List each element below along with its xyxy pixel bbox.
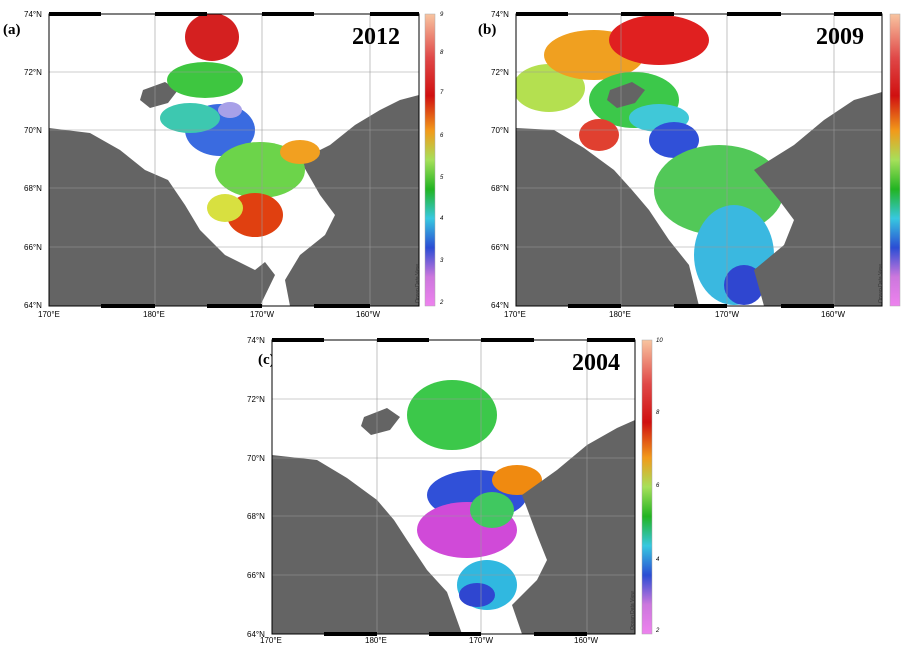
lat-tick: 70°N xyxy=(24,126,42,135)
lon-tick: 160°W xyxy=(821,310,846,319)
year-label: 2004 xyxy=(572,350,620,376)
cbar-tick: 3 xyxy=(440,258,444,264)
cbar-tick: 2 xyxy=(656,628,660,634)
lat-tick: 72°N xyxy=(247,395,265,404)
field-cyan xyxy=(160,103,220,133)
cbar-tick: 10 xyxy=(656,338,663,344)
panel-a: (a) xyxy=(0,0,450,322)
lon-tick: 170°W xyxy=(250,310,275,319)
land-siberia xyxy=(49,128,275,306)
map-b xyxy=(515,12,901,308)
lon-tick: 170°E xyxy=(260,636,282,645)
field-blue2 xyxy=(724,265,764,305)
year-label: 2012 xyxy=(352,24,400,50)
cbar-tick: 9 xyxy=(440,12,444,18)
land-siberia xyxy=(272,455,462,634)
lat-tick: 66°N xyxy=(24,243,42,252)
year-label: 2009 xyxy=(816,24,864,50)
panel-c: (c) xyxy=(222,330,682,645)
field-violet xyxy=(218,102,242,118)
lon-tick: 170°W xyxy=(715,310,740,319)
lat-tick: 74°N xyxy=(491,10,509,19)
field-green xyxy=(167,62,243,98)
panel-label: (c) xyxy=(258,352,275,368)
lon-tick: 170°E xyxy=(38,310,60,319)
cbar-tick: 5 xyxy=(440,175,444,181)
lat-tick: 72°N xyxy=(24,68,42,77)
cbar-tick: 6 xyxy=(440,133,444,139)
lat-tick: 70°N xyxy=(247,454,265,463)
colorbar-b xyxy=(889,13,901,307)
lat-tick: 74°N xyxy=(24,10,42,19)
field-green2 xyxy=(470,492,514,528)
land-alaska xyxy=(512,420,635,634)
lon-tick: 170°W xyxy=(469,636,494,645)
credit: Ocean Data View xyxy=(878,264,884,303)
credit: Ocean Data View xyxy=(630,591,636,630)
cbar-tick: 2 xyxy=(440,300,444,306)
panel-b: (b) xyxy=(454,0,904,322)
cbar-tick: 8 xyxy=(440,50,444,56)
lat-tick: 66°N xyxy=(491,243,509,252)
lat-tick: 68°N xyxy=(24,184,42,193)
lat-tick: 64°N xyxy=(24,301,42,310)
land-wrangel xyxy=(361,408,400,435)
lon-tick: 160°W xyxy=(574,636,599,645)
field-redspot xyxy=(579,119,619,151)
panel-label: (b) xyxy=(478,22,497,38)
field-blue2 xyxy=(459,583,495,607)
map-c xyxy=(271,338,653,636)
panel-label: (a) xyxy=(3,22,21,38)
field-orange xyxy=(280,140,320,164)
lon-tick: 160°W xyxy=(356,310,381,319)
lon-tick: 180°E xyxy=(143,310,165,319)
cbar-tick: 6 xyxy=(656,483,660,489)
lat-tick: 64°N xyxy=(491,301,509,310)
field-red xyxy=(609,15,709,65)
lat-tick: 72°N xyxy=(491,68,509,77)
cbar-tick: 7 xyxy=(440,90,444,96)
land-alaska xyxy=(754,92,882,306)
lat-tick: 68°N xyxy=(491,184,509,193)
lat-tick: 66°N xyxy=(247,571,265,580)
lat-tick: 70°N xyxy=(491,126,509,135)
cbar-tick: 8 xyxy=(656,410,660,416)
lat-tick: 64°N xyxy=(247,630,265,639)
lat-tick: 68°N xyxy=(247,512,265,521)
land-wrangel xyxy=(140,82,178,108)
cbar-tick: 4 xyxy=(440,216,444,222)
lon-tick: 180°E xyxy=(609,310,631,319)
field-blue xyxy=(649,122,699,158)
land-wrangel xyxy=(607,82,645,108)
credit: Ocean Data View xyxy=(415,264,421,303)
colorbar-c xyxy=(641,339,653,635)
lon-tick: 180°E xyxy=(365,636,387,645)
field-green xyxy=(407,380,497,450)
lon-tick: 170°E xyxy=(504,310,526,319)
land-alaska xyxy=(285,95,419,306)
map-a xyxy=(48,12,436,308)
field-red xyxy=(185,14,239,61)
lat-tick: 74°N xyxy=(247,336,265,345)
field-yellow xyxy=(207,194,243,222)
land-siberia xyxy=(516,128,699,306)
cbar-tick: 4 xyxy=(656,557,660,563)
field-orange xyxy=(492,465,542,495)
colorbar-a xyxy=(424,13,436,307)
